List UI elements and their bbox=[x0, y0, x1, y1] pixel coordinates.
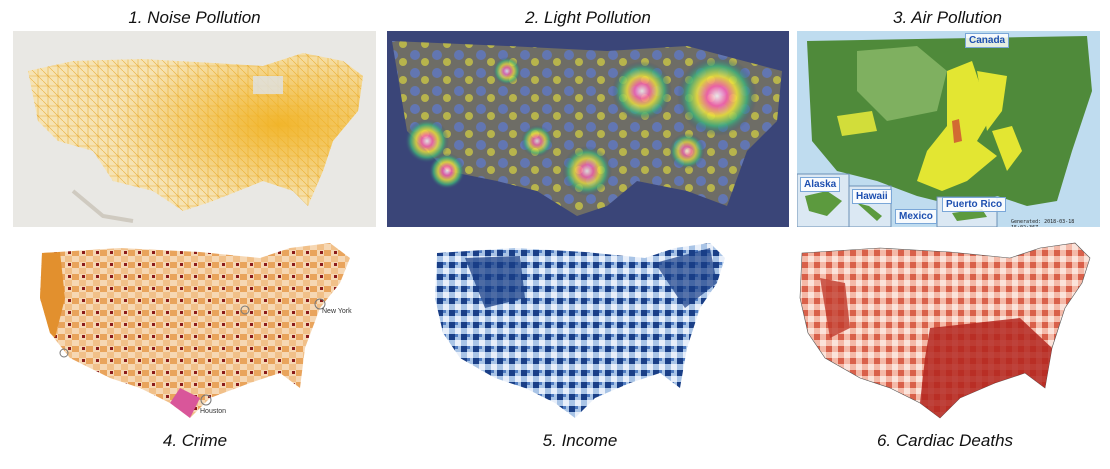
generated-timestamp: Generated: 2018-03-18 15:02:36Z bbox=[1011, 219, 1075, 227]
houston-label: Houston bbox=[200, 408, 227, 415]
alaska-label: Alaska bbox=[800, 177, 841, 192]
caption-income: 5. Income bbox=[542, 431, 618, 450]
puerto-rico-label: Puerto Rico bbox=[942, 197, 1007, 212]
hawaii-label: Hawaii bbox=[852, 189, 892, 204]
caption-crime: 4. Crime bbox=[162, 431, 228, 450]
air-pollution-map: Canada Alaska Hawaii Mexico Puerto Rico … bbox=[797, 31, 1100, 227]
caption-cardiac: 6. Cardiac Deaths bbox=[876, 431, 1014, 450]
caption-noise: 1. Noise Pollution bbox=[128, 8, 261, 27]
mexico-label: Mexico bbox=[895, 209, 937, 224]
new-york-label: New York bbox=[322, 308, 352, 315]
income-map bbox=[425, 238, 735, 428]
caption-air: 3. Air Pollution bbox=[893, 8, 1002, 27]
canada-label: Canada bbox=[965, 33, 1010, 48]
cardiac-deaths-map bbox=[790, 238, 1100, 428]
noise-pollution-map bbox=[13, 31, 376, 227]
crime-map: New York Houston bbox=[30, 238, 360, 428]
light-pollution-map bbox=[387, 31, 789, 227]
caption-light: 2. Light Pollution bbox=[525, 8, 651, 27]
